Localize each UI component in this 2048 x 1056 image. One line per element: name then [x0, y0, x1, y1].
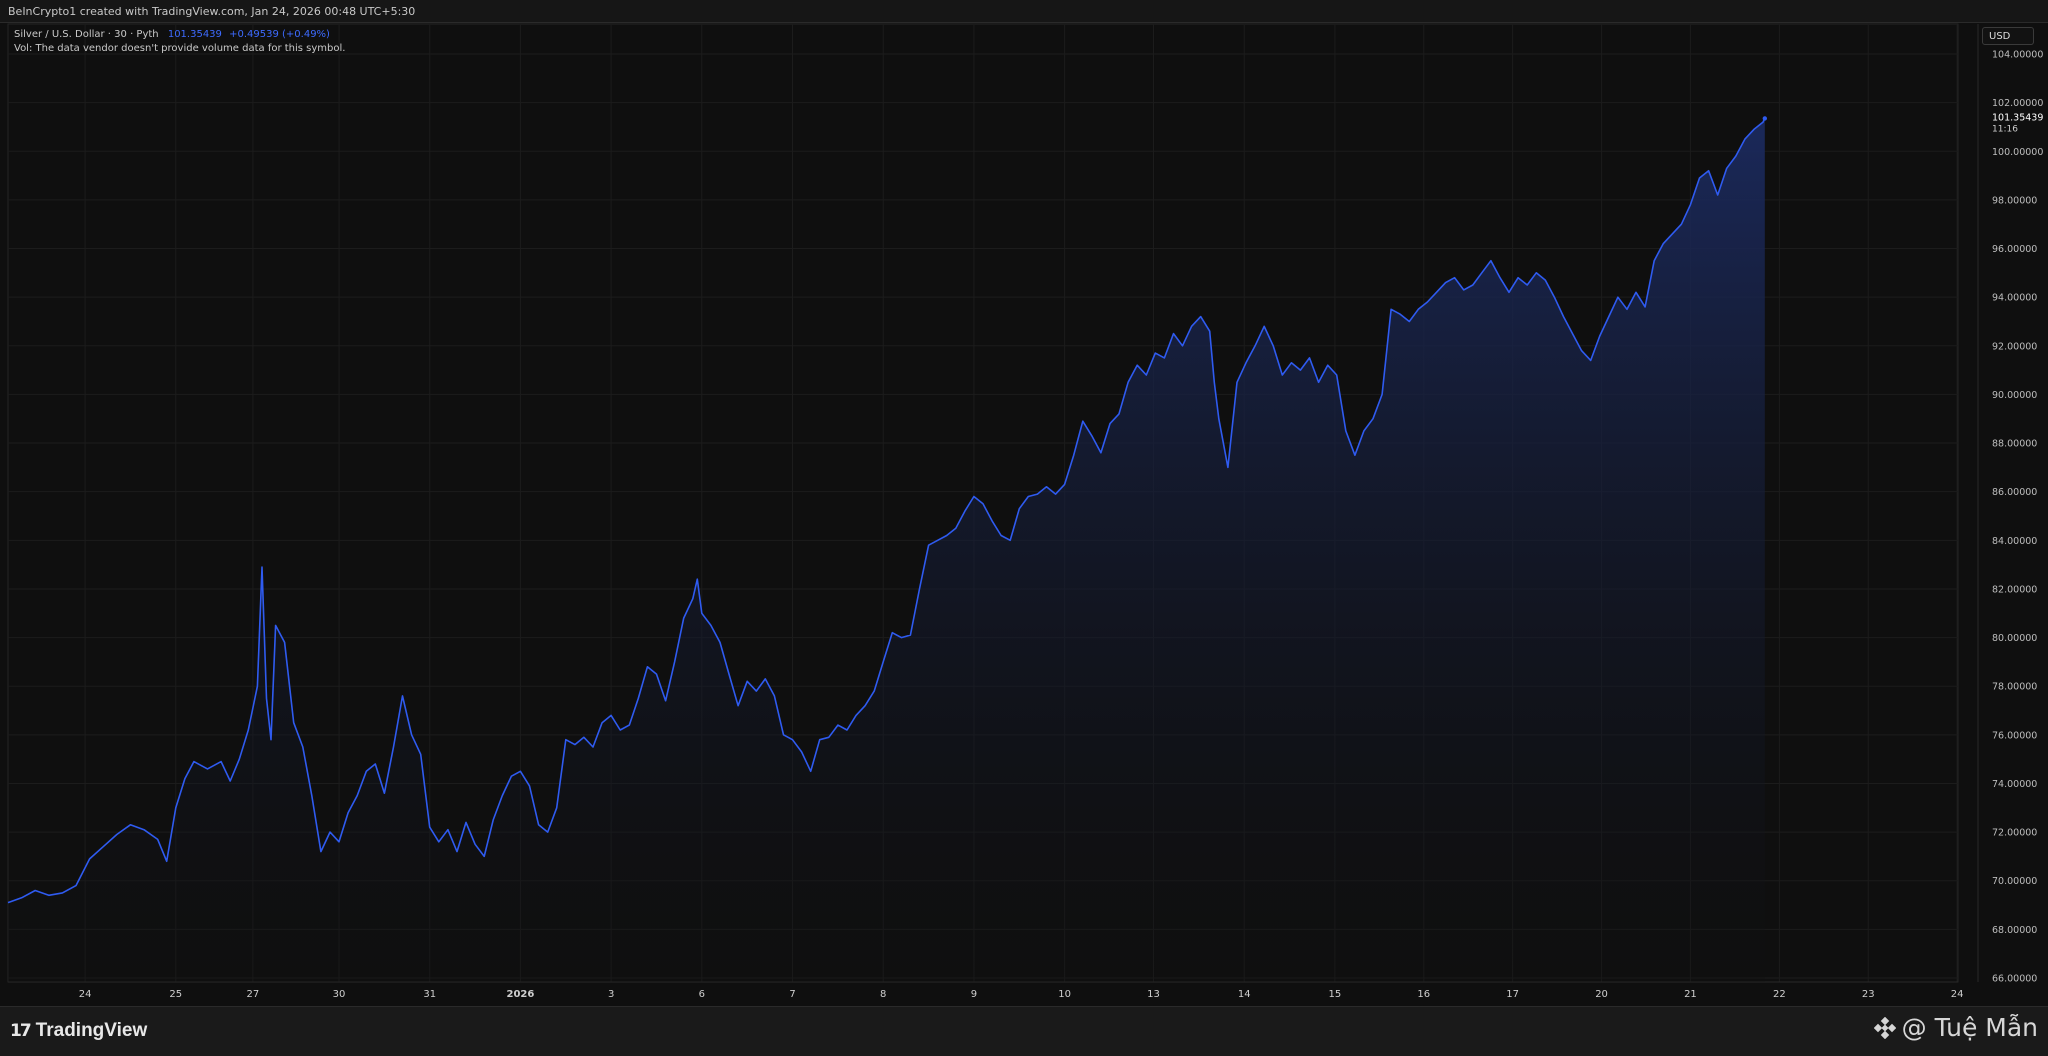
y-tick-label: 102.00000: [1992, 98, 2043, 109]
x-tick-label: 14: [1238, 989, 1251, 1000]
y-tick-label: 100.00000: [1992, 147, 2043, 158]
price-area-fill: [8, 118, 1765, 982]
y-tick-label: 78.00000: [1992, 682, 2037, 693]
watermark-text: @ Tuệ Mẫn: [1901, 1013, 2038, 1042]
binance-diamond-icon: [1873, 1016, 1896, 1039]
tradingview-logo-icon: 17: [10, 1021, 32, 1041]
x-tick-label: 6: [699, 989, 705, 1000]
y-tick-label: 76.00000: [1992, 730, 2037, 741]
legend-price: 101.35439: [167, 29, 222, 40]
y-tick-label: 68.00000: [1992, 925, 2037, 936]
author-watermark: @ Tuệ Mẫn: [1873, 1013, 2038, 1042]
header-bar: BeInCrypto1 created with TradingView.com…: [0, 0, 2048, 23]
x-tick-label: 23: [1862, 989, 1875, 1000]
tradingview-logo[interactable]: 17 TradingView: [10, 1019, 147, 1043]
x-tick-label: 31: [423, 989, 436, 1000]
y-tick-label: 82.00000: [1992, 584, 2037, 595]
footer-bar: [0, 1006, 2048, 1056]
y-tick-label: 96.00000: [1992, 244, 2037, 255]
x-tick-label: 30: [333, 989, 346, 1000]
y-tick-label: 90.00000: [1992, 390, 2037, 401]
x-tick-label: 16: [1417, 989, 1430, 1000]
x-tick-label: 27: [247, 989, 260, 1000]
x-tick-label: 17: [1506, 989, 1519, 1000]
x-tick-label: 25: [169, 989, 182, 1000]
x-tick-label: 13: [1147, 989, 1160, 1000]
last-price-countdown: 11:16: [1992, 124, 2018, 134]
last-price-label: 101.35439: [1992, 112, 2043, 123]
x-tick-label: 15: [1329, 989, 1342, 1000]
x-tick-label: 2026: [507, 989, 535, 1000]
x-tick-label: 9: [971, 989, 977, 1000]
y-tick-label: 88.00000: [1992, 439, 2037, 450]
chart-credit: BeInCrypto1 created with TradingView.com…: [8, 5, 416, 18]
y-tick-label: 72.00000: [1992, 828, 2037, 839]
tradingview-brand: TradingView: [35, 1020, 148, 1041]
price-line[interactable]: [7, 118, 1766, 904]
x-tick-label: 8: [880, 989, 886, 1000]
y-tick-label: 86.00000: [1992, 487, 2037, 498]
legend-change: +0.49539 (+0.49%): [229, 29, 330, 40]
x-tick-label: 10: [1058, 989, 1071, 1000]
currency-button[interactable]: USD: [1982, 27, 2034, 45]
x-tick-label: 24: [1951, 989, 1964, 1000]
volume-note: Vol: The data vendor doesn't provide vol…: [14, 43, 346, 54]
x-tick-label: 20: [1595, 989, 1608, 1000]
y-tick-label: 66.00000: [1992, 974, 2037, 985]
y-tick-label: 70.00000: [1992, 876, 2037, 887]
x-tick-label: 3: [608, 989, 614, 1000]
x-tick-label: 22: [1773, 989, 1786, 1000]
symbol-label[interactable]: Silver / U.S. Dollar · 30 · Pyth: [14, 29, 159, 40]
y-tick-label: 80.00000: [1992, 633, 2037, 644]
last-price-dot: [1762, 116, 1768, 121]
x-tick-label: 7: [789, 989, 795, 1000]
x-tick-label: 24: [79, 989, 92, 1000]
price-chart[interactable]: 104.00000 102.00000 100.00000 98.00000 96.00…: [0, 0, 2048, 1006]
y-tick-label: 84.00000: [1992, 536, 2037, 547]
chart-legend: Silver / U.S. Dollar · 30 · Pyth 101.354…: [14, 28, 345, 56]
y-tick-label: 94.00000: [1992, 293, 2037, 304]
y-tick-label: 98.00000: [1992, 195, 2037, 206]
y-tick-label: 104.00000: [1992, 50, 2043, 61]
y-tick-label: 74.00000: [1992, 779, 2037, 790]
x-tick-label: 21: [1684, 989, 1697, 1000]
y-tick-label: 92.00000: [1992, 341, 2037, 352]
